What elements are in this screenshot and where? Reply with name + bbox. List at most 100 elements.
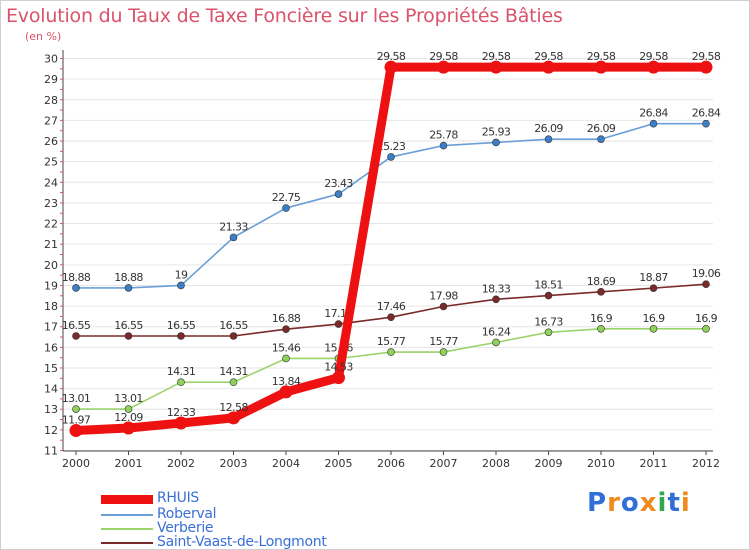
data-point [542, 60, 555, 74]
data-point [282, 204, 290, 212]
data-label: 12.33 [167, 406, 196, 419]
x-tick-label: 2001 [115, 457, 143, 470]
data-label: 16.9 [642, 312, 665, 325]
data-label: 12.58 [219, 401, 248, 414]
data-label: 29.58 [534, 50, 563, 63]
data-point [439, 348, 448, 356]
data-point [647, 60, 660, 74]
data-label: 14.53 [324, 361, 353, 374]
data-label: 16.55 [167, 319, 196, 332]
data-point [282, 325, 290, 333]
x-tick-label: 2007 [430, 457, 458, 470]
data-point [177, 281, 185, 290]
data-label: 26.09 [534, 122, 563, 135]
data-label: 13.84 [272, 375, 301, 388]
data-label: 18.88 [62, 271, 91, 284]
data-point [227, 411, 240, 425]
legend-swatch-saint-vaast [101, 542, 153, 544]
legend-label-saint-vaast: Saint-Vaast-de-Longmont [157, 534, 327, 550]
data-point [492, 295, 500, 304]
data-label: 29.58 [692, 50, 721, 63]
data-label: 29.58 [482, 50, 511, 63]
data-point [544, 328, 553, 337]
data-label: 17.98 [429, 289, 458, 302]
data-point [229, 233, 238, 242]
data-label: 11.97 [62, 413, 91, 426]
data-point [69, 423, 83, 437]
data-label: 15.77 [429, 335, 458, 348]
data-label: 16.55 [114, 319, 143, 332]
data-point [702, 280, 710, 289]
data-label: 18.69 [587, 275, 616, 288]
legend-label-rhuis: RHUIS [157, 490, 200, 506]
x-tick-label: 2010 [587, 457, 615, 470]
logo-letter: P [587, 488, 608, 518]
data-point [387, 153, 395, 161]
data-point [122, 421, 135, 435]
data-point [334, 320, 343, 328]
data-point [439, 141, 448, 150]
x-tick-label: 2009 [535, 457, 563, 470]
data-point [437, 60, 450, 74]
data-point [177, 332, 185, 340]
logo-letter: i [680, 488, 691, 518]
data-point [492, 138, 500, 147]
data-point [229, 332, 238, 340]
data-label: 12.09 [114, 411, 143, 424]
data-point [177, 378, 185, 387]
logo-letter: r [607, 488, 621, 518]
data-label: 19.06 [692, 267, 721, 280]
y-tick-label: 17 [44, 321, 58, 334]
x-tick-label: 2006 [377, 457, 405, 470]
data-point [387, 313, 395, 322]
data-point [597, 288, 605, 296]
data-label: 25.78 [429, 129, 458, 142]
data-label: 13.01 [62, 392, 91, 405]
data-label: 29.58 [587, 50, 616, 63]
y-tick-label: 24 [44, 176, 58, 189]
data-label: 22.75 [272, 191, 301, 204]
data-label: 16.73 [534, 315, 563, 328]
y-tick-label: 29 [44, 73, 58, 86]
data-point [544, 291, 553, 300]
data-label: 26.09 [587, 122, 616, 135]
data-point [597, 135, 605, 143]
data-point [492, 338, 500, 347]
data-label: 17.46 [377, 300, 406, 313]
logo-letter: o [620, 488, 640, 518]
y-tick-label: 22 [44, 218, 58, 231]
plot-area [63, 50, 713, 451]
data-label: 16.9 [590, 312, 613, 325]
x-tick-label: 2005 [325, 457, 353, 470]
y-tick-label: 15 [44, 362, 58, 375]
data-label: 16.88 [272, 312, 301, 325]
data-point [544, 135, 553, 143]
data-point [72, 332, 80, 340]
data-label: 29.58 [377, 50, 406, 63]
data-label: 15.46 [272, 341, 301, 354]
data-label: 19 [175, 268, 188, 281]
data-label: 14.31 [219, 365, 248, 378]
proxiti-logo: Proxiti [587, 488, 691, 518]
logo-letter: x [639, 488, 658, 518]
x-tick-label: 2011 [640, 457, 668, 470]
y-tick-label: 30 [44, 53, 58, 66]
data-label: 23.43 [324, 177, 353, 190]
y-tick-label: 20 [44, 259, 58, 272]
data-point [594, 60, 608, 74]
data-point [387, 348, 395, 356]
chart-title: Evolution du Taux de Taxe Foncière sur l… [6, 5, 563, 27]
data-point [72, 284, 80, 292]
data-label: 18.33 [482, 282, 511, 295]
y-tick-label: 28 [44, 94, 58, 107]
data-label: 25.93 [482, 125, 511, 138]
data-label: 29.58 [429, 50, 458, 63]
x-tick-label: 2000 [62, 457, 90, 470]
data-label: 29.58 [639, 50, 668, 63]
x-tick-label: 2003 [220, 457, 248, 470]
data-point [229, 378, 238, 387]
y-axis-unit-label: (en %) [25, 30, 62, 43]
y-tick-label: 23 [44, 197, 58, 210]
legend-label-verberie: Verberie [157, 520, 214, 536]
